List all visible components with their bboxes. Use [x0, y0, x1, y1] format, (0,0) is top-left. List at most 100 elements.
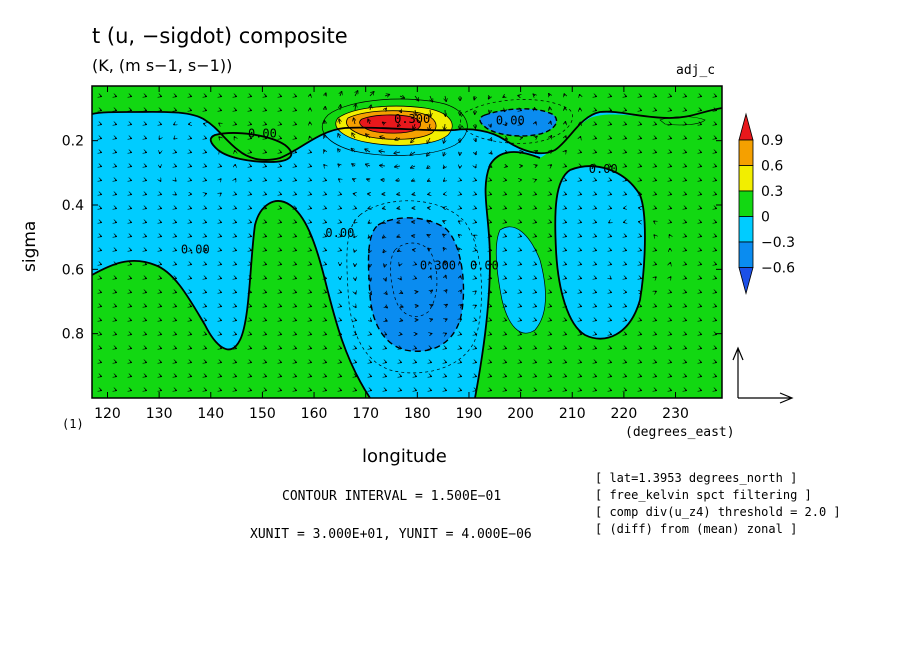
wind-vector [338, 134, 340, 139]
wind-vector [427, 151, 430, 156]
wind-vector [400, 320, 402, 321]
wind-vector [219, 137, 220, 138]
wind-vector [354, 236, 355, 237]
wind-vector [352, 164, 355, 166]
wind-vector [398, 250, 400, 251]
wind-vector [490, 138, 492, 140]
wind-vector [549, 94, 550, 96]
wind-vector [609, 222, 610, 223]
colorbar-segment [738, 139, 754, 166]
negative-core [368, 217, 464, 352]
wind-vector [474, 95, 475, 100]
wind-vector [444, 123, 445, 130]
wind-vector [385, 292, 387, 294]
x-tick-label: 140 [197, 406, 224, 422]
wind-vector [411, 166, 416, 168]
wind-vector [398, 124, 400, 126]
wind-vector [400, 306, 403, 307]
wind-vector [459, 248, 460, 250]
wind-vector [220, 193, 221, 194]
wind-vector [175, 194, 176, 195]
wind-vector [445, 276, 446, 278]
wind-vector [430, 290, 432, 292]
wind-vector [324, 150, 325, 152]
left-small-green [210, 133, 292, 162]
wind-vector [430, 95, 432, 102]
wind-vector [338, 149, 340, 152]
wind-vector [669, 235, 670, 236]
wind-vectors [100, 91, 716, 391]
wind-vector [460, 290, 461, 292]
axes: 120 130 140 150 160 170 180 190 200 210 220 230 0.2 0… [62, 86, 722, 422]
wind-vector [220, 179, 221, 180]
wind-vector [565, 136, 566, 138]
wind-vector [394, 152, 401, 153]
wind-vector [351, 149, 356, 153]
colorbar: 0.9 0.6 0.3 0 −0.3 −0.6 [738, 112, 795, 296]
wind-vector [505, 166, 507, 167]
wind-vector [355, 306, 356, 307]
wind-vector [379, 151, 386, 152]
wind-vector [428, 248, 430, 250]
wind-vector [654, 221, 655, 222]
wind-vector [385, 278, 386, 281]
wind-vector [475, 152, 476, 154]
wind-vector [443, 234, 445, 236]
colorbar-segment [738, 216, 754, 243]
wind-vector [383, 250, 385, 252]
wind-vector [429, 123, 430, 130]
wind-vector [550, 136, 551, 138]
wind-vector [395, 138, 401, 140]
wind-vector [369, 250, 370, 252]
wind-vector [655, 277, 656, 278]
wind-vector [445, 304, 447, 306]
x-tick-label: 170 [352, 406, 379, 422]
wind-vector [383, 208, 385, 209]
contour-label: 0.00 [325, 226, 354, 240]
wind-vector [610, 278, 611, 279]
contour-label: 0.00 [589, 162, 618, 176]
wind-vector [368, 222, 370, 223]
info-line-filter: [ free_kelvin spct filtering ] [595, 488, 812, 502]
wind-vector [354, 118, 355, 125]
colorbar-label: 0 [761, 210, 770, 226]
wind-vector [429, 262, 430, 264]
colorbar-segment [738, 165, 754, 192]
wind-vector [366, 164, 371, 166]
wind-vector [505, 138, 507, 139]
colorbar-label: −0.3 [761, 235, 795, 251]
wind-vector [474, 235, 475, 236]
wind-vector [460, 305, 461, 306]
wind-vector [370, 105, 371, 111]
wind-vector [550, 165, 551, 166]
wind-vector [340, 92, 342, 97]
wind-vector [445, 319, 447, 320]
y-axis-label: sigma [20, 220, 40, 272]
wind-vector [354, 250, 355, 252]
wind-vector [385, 306, 387, 308]
wind-vector [396, 180, 401, 181]
wind-vector [380, 137, 386, 138]
x-tick-label: 130 [146, 406, 173, 422]
wind-vector [444, 180, 445, 181]
x-tick-label: 190 [456, 406, 483, 422]
colorbar-label: −0.6 [761, 261, 795, 277]
wind-vector [365, 149, 371, 152]
wind-vector [385, 320, 387, 321]
x-tick-label: 200 [507, 406, 534, 422]
wind-vector [430, 305, 433, 306]
wind-vector [385, 334, 386, 335]
contour-label: 0.300 [420, 258, 456, 272]
wind-vector [385, 108, 386, 110]
wind-vector [415, 109, 416, 115]
wind-vector [550, 121, 551, 124]
wind-vector [445, 333, 446, 334]
wind-vector [535, 136, 537, 138]
x-tick-label: 230 [662, 406, 689, 422]
y-tick-label: 0.2 [62, 134, 84, 150]
wind-vector [410, 151, 416, 155]
wind-vector [443, 152, 445, 156]
wind-vector [395, 166, 401, 167]
contour-labels: 0.00 0.00 0.300 0.00 0.00 0.00 0.300 0.00 [181, 112, 618, 272]
